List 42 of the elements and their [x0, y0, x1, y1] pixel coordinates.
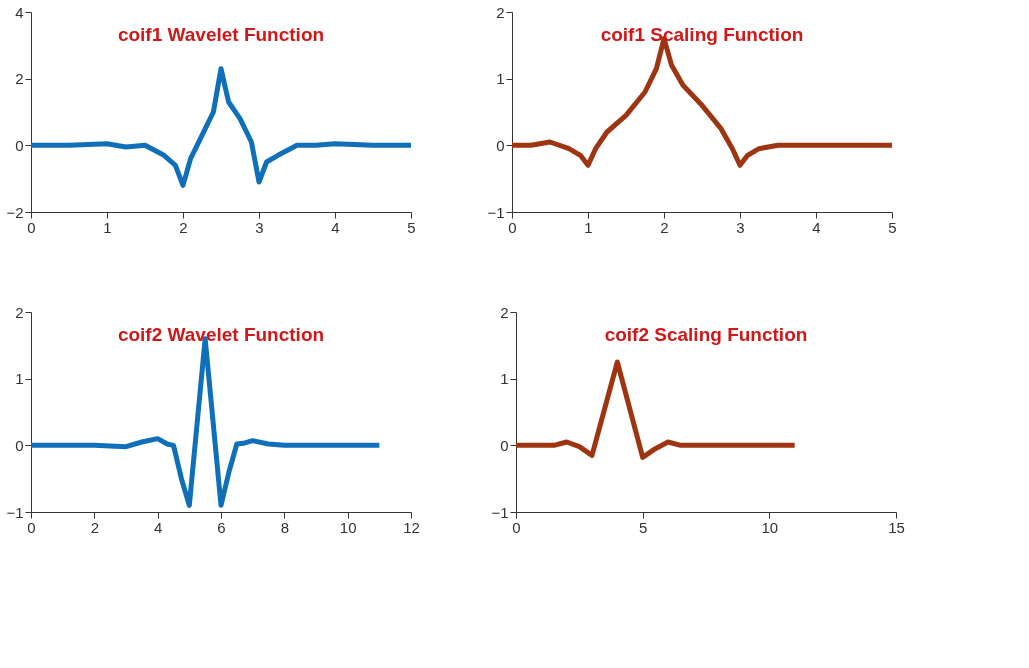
- x-tick-label: 5: [407, 218, 416, 236]
- x-tick-label: 0: [512, 518, 521, 536]
- y-tick-label: 2: [15, 70, 24, 88]
- y-tick-label: 1: [15, 370, 24, 388]
- x-tick-label: 12: [403, 518, 420, 536]
- x-tick-label: 2: [90, 518, 100, 536]
- x-tick-label: 2: [179, 218, 188, 236]
- y-tick-label: −1: [487, 203, 505, 221]
- x-tick-label: 4: [153, 518, 163, 536]
- x-tick-label: 0: [27, 518, 36, 536]
- x-tick-label: 5: [638, 518, 648, 536]
- x-tick-label: 2: [660, 218, 669, 236]
- x-tick-label: 10: [761, 518, 779, 536]
- y-tick-label: 1: [496, 70, 505, 88]
- y-tick-label: 0: [500, 436, 509, 454]
- x-tick-label: 1: [584, 218, 593, 236]
- y-tick-label: 0: [496, 136, 505, 154]
- x-tick-label: 4: [812, 218, 821, 236]
- y-tick-label: −2: [6, 203, 24, 221]
- text: coif2 Wavelet Function: [117, 324, 325, 345]
- y-tick-label: −1: [491, 503, 509, 521]
- y-tick-label: 0: [15, 136, 24, 154]
- text: coif1 Wavelet Function: [117, 24, 325, 45]
- x-tick-label: 10: [339, 518, 357, 536]
- x-tick-label: 4: [331, 218, 340, 236]
- y-tick-label: 4: [15, 3, 24, 21]
- y-tick-label: −1: [6, 503, 24, 521]
- x-tick-label: 0: [27, 218, 36, 236]
- x-tick-label: 8: [280, 518, 290, 536]
- x-tick-label: 3: [736, 218, 745, 236]
- y-tick-label: 1: [500, 370, 509, 388]
- x-tick-label: 5: [888, 218, 897, 236]
- text: coif1 Scaling Function: [600, 24, 804, 45]
- x-tick-label: 1: [103, 218, 112, 236]
- x-tick-label: 6: [217, 518, 226, 536]
- y-tick-label: 2: [500, 303, 509, 321]
- y-tick-label: 2: [15, 303, 24, 321]
- x-tick-label: 3: [255, 218, 264, 236]
- y-tick-label: 2: [496, 3, 505, 21]
- x-tick-label: 15: [888, 518, 905, 536]
- y-tick-label: 0: [15, 436, 24, 454]
- text: coif2 Scaling Function: [604, 324, 808, 345]
